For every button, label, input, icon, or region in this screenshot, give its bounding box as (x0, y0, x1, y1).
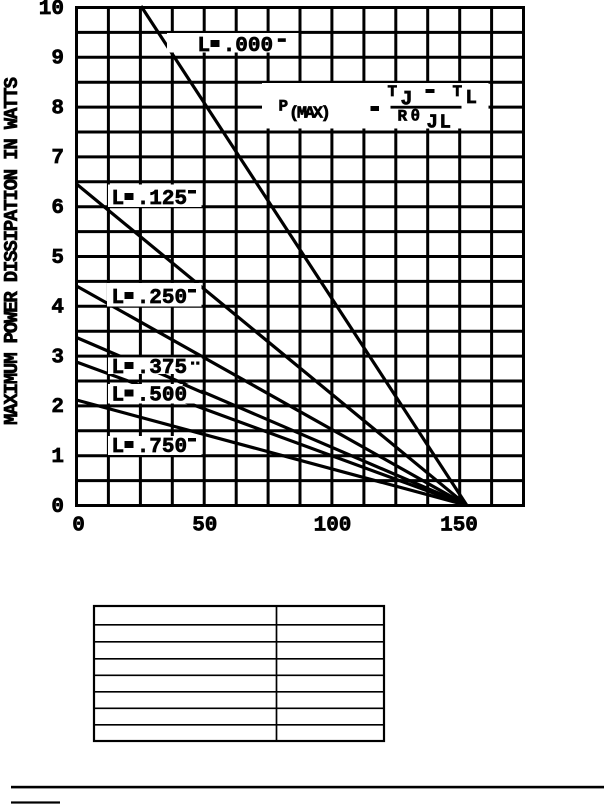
svg-text:L: L (112, 385, 125, 408)
svg-text:.750: .750 (137, 436, 187, 459)
svg-text:(MAX): (MAX) (289, 105, 329, 124)
svg-text:L: L (466, 87, 477, 109)
svg-text:0: 0 (72, 515, 85, 538)
svg-text:θ: θ (411, 108, 421, 126)
svg-text:MAXIMUM POWER DISSIPATION IN W: MAXIMUM POWER DISSIPATION IN WATTS (1, 77, 23, 425)
svg-text:3: 3 (51, 346, 64, 369)
svg-text:J: J (427, 112, 438, 134)
svg-text:8: 8 (51, 97, 64, 120)
svg-text:L: L (112, 287, 125, 310)
svg-text:0: 0 (51, 496, 64, 519)
svg-text:.375: .375 (137, 357, 187, 380)
svg-text:2: 2 (51, 396, 64, 419)
svg-text:10: 10 (39, 0, 64, 21)
svg-text:L: L (112, 188, 125, 211)
svg-text:L: L (198, 35, 211, 58)
svg-text:R: R (398, 108, 408, 126)
svg-text:9: 9 (51, 48, 64, 71)
svg-text:.250: .250 (137, 287, 187, 310)
svg-text:1: 1 (51, 446, 64, 469)
svg-text:7: 7 (51, 147, 64, 170)
svg-text:L: L (112, 436, 125, 459)
svg-text:50: 50 (192, 515, 217, 538)
svg-text:L: L (112, 357, 125, 380)
svg-text:5: 5 (51, 247, 64, 270)
svg-text:.500: .500 (137, 385, 187, 408)
svg-text:100: 100 (314, 515, 352, 538)
svg-text:.125: .125 (137, 188, 187, 211)
svg-text:L: L (440, 112, 451, 134)
svg-text:6: 6 (51, 197, 64, 220)
svg-text:150: 150 (440, 515, 478, 538)
svg-text:T: T (453, 83, 463, 101)
svg-text:T: T (388, 83, 398, 101)
svg-text:4: 4 (51, 297, 64, 320)
svg-text:P: P (279, 98, 289, 116)
svg-text:.000: .000 (223, 35, 273, 58)
